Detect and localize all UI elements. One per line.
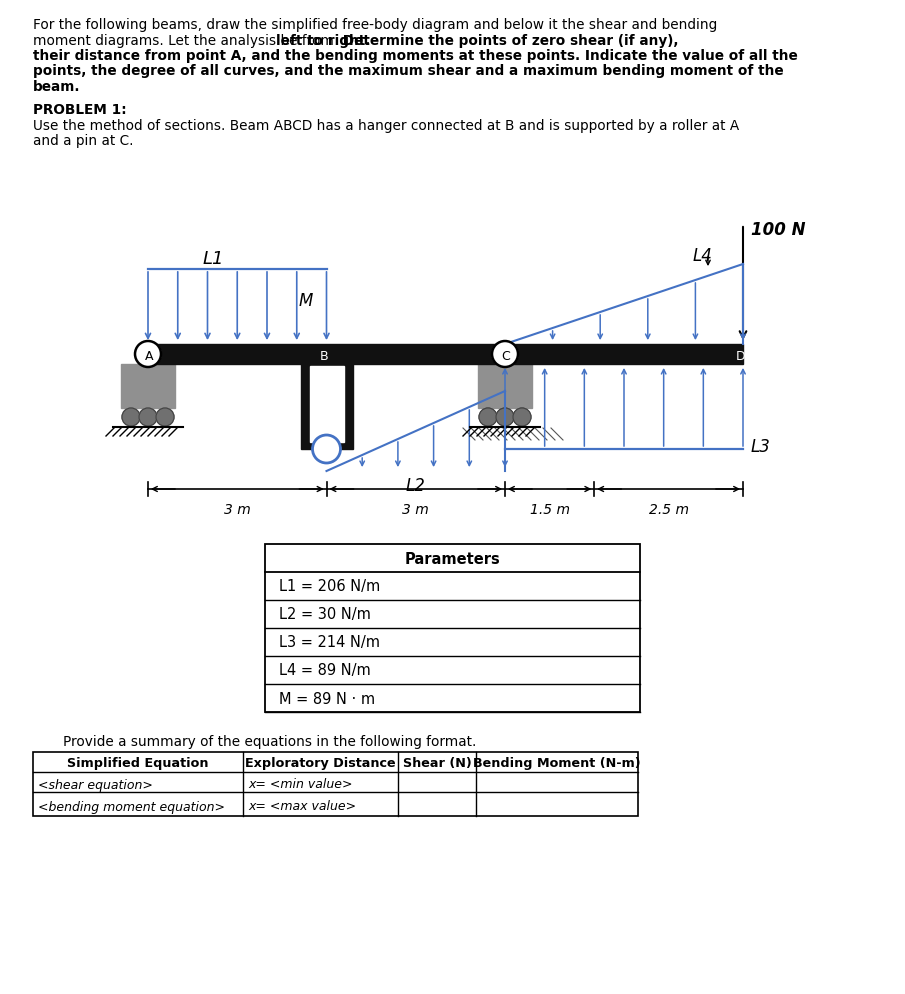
Circle shape	[312, 435, 340, 463]
Text: M = 89 N · m: M = 89 N · m	[279, 691, 376, 706]
Bar	[265, 545, 640, 713]
Circle shape	[496, 409, 514, 426]
Circle shape	[513, 409, 531, 426]
Text: M: M	[299, 291, 313, 310]
Text: Bending Moment (N-m): Bending Moment (N-m)	[473, 755, 641, 768]
Bar	[300, 365, 353, 449]
Bar	[310, 367, 344, 442]
Text: B: B	[320, 349, 329, 362]
Text: L3: L3	[751, 437, 771, 455]
Bar	[148, 345, 743, 365]
Circle shape	[156, 409, 174, 426]
Text: Provide a summary of the equations in the following format.: Provide a summary of the equations in th…	[63, 735, 476, 748]
Circle shape	[122, 409, 140, 426]
Text: Parameters: Parameters	[405, 551, 500, 566]
Text: x= <max value>: x= <max value>	[248, 800, 357, 813]
Text: points, the degree of all curves, and the maximum shear and a maximum bending mo: points, the degree of all curves, and th…	[33, 65, 784, 79]
Text: 1.5 m: 1.5 m	[529, 503, 569, 517]
Text: L1 = 206 N/m: L1 = 206 N/m	[279, 579, 380, 593]
Text: PROBLEM 1:: PROBLEM 1:	[33, 103, 127, 117]
Text: beam.: beam.	[33, 80, 81, 93]
Text: x= <min value>: x= <min value>	[248, 777, 353, 790]
Text: C: C	[501, 349, 510, 362]
Circle shape	[135, 342, 161, 368]
Circle shape	[479, 409, 497, 426]
Bar	[121, 365, 175, 409]
Circle shape	[139, 409, 157, 426]
Text: moment diagrams. Let the analysis be from: moment diagrams. Let the analysis be fro…	[33, 34, 338, 48]
Text: Shear (N): Shear (N)	[403, 755, 472, 768]
Text: Use the method of sections. Beam ABCD has a hanger connected at B and is support: Use the method of sections. Beam ABCD ha…	[33, 119, 739, 133]
Circle shape	[122, 409, 140, 426]
Text: L2 = 30 N/m: L2 = 30 N/m	[279, 607, 371, 622]
Text: <shear equation>: <shear equation>	[38, 777, 153, 790]
Text: Simplified Equation: Simplified Equation	[67, 755, 209, 768]
Bar	[478, 365, 532, 409]
Text: 3 m: 3 m	[224, 503, 251, 517]
Text: and a pin at C.: and a pin at C.	[33, 134, 134, 148]
Text: 3 m: 3 m	[403, 503, 429, 517]
Circle shape	[513, 409, 531, 426]
Text: Determine the points of zero shear (if any),: Determine the points of zero shear (if a…	[338, 34, 679, 48]
Text: L1: L1	[203, 249, 224, 267]
Text: L4 = 89 N/m: L4 = 89 N/m	[279, 663, 371, 678]
Text: their distance from point A, and the bending moments at these points. Indicate t: their distance from point A, and the ben…	[33, 49, 797, 63]
Text: 2.5 m: 2.5 m	[649, 503, 689, 517]
Circle shape	[492, 342, 518, 368]
Circle shape	[156, 409, 174, 426]
Circle shape	[479, 409, 497, 426]
Bar	[33, 752, 638, 816]
Text: For the following beams, draw the simplified free-body diagram and below it the : For the following beams, draw the simpli…	[33, 18, 718, 32]
Text: left to right.: left to right.	[276, 34, 370, 48]
Text: A: A	[145, 349, 153, 362]
Circle shape	[496, 409, 514, 426]
Text: <bending moment equation>: <bending moment equation>	[38, 800, 225, 813]
Text: 100 N: 100 N	[751, 221, 805, 239]
Text: D: D	[736, 349, 746, 362]
Circle shape	[139, 409, 157, 426]
Text: L3 = 214 N/m: L3 = 214 N/m	[279, 635, 380, 650]
Text: L4: L4	[693, 247, 713, 264]
Text: Exploratory Distance: Exploratory Distance	[245, 755, 395, 768]
Text: L2: L2	[405, 476, 425, 494]
